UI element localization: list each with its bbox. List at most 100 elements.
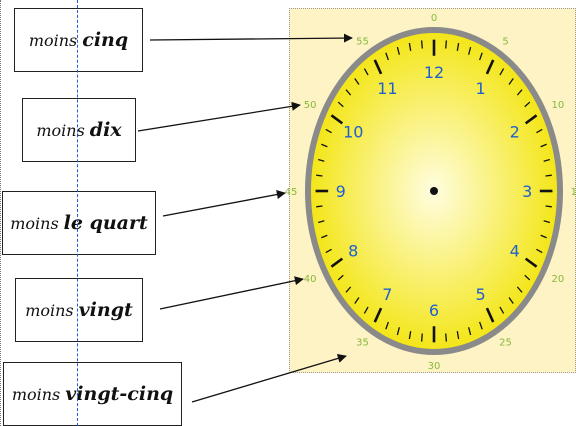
minute-tick	[420, 40, 423, 49]
minute-tick	[456, 42, 460, 51]
minute-tick	[396, 46, 400, 55]
label-moins-le-quart: moins le quart	[2, 191, 156, 255]
hour-tick	[524, 114, 538, 125]
hour-tick	[330, 257, 344, 268]
minute-tick	[445, 40, 448, 49]
minute-tick	[316, 174, 323, 177]
label-word: vingt	[78, 299, 133, 321]
minute-tick	[385, 52, 390, 61]
minute-tick	[545, 205, 552, 208]
minute-tick	[317, 220, 325, 224]
hour-number: 8	[348, 242, 358, 261]
minute-tick	[508, 297, 514, 304]
minute-tick	[516, 286, 523, 293]
label-moins-vingt: moins vingt	[15, 278, 143, 342]
hour-number: 9	[336, 182, 346, 201]
arrow-to-35	[191, 353, 347, 403]
minute-tick	[456, 331, 460, 340]
blue-dashed-guide	[77, 0, 78, 426]
minute-tick	[508, 78, 514, 85]
hour-number: 4	[510, 242, 520, 261]
minute-number: 10	[551, 100, 564, 111]
minute-tick	[316, 205, 323, 208]
minute-tick	[540, 234, 547, 239]
minute-tick	[516, 89, 523, 96]
minute-tick	[499, 306, 505, 314]
minute-tick	[478, 52, 483, 61]
label-prefix: moins	[11, 384, 61, 404]
minute-tick	[325, 128, 332, 134]
minute-tick	[536, 248, 543, 254]
minute-tick	[543, 158, 551, 162]
hour-number: 6	[429, 301, 439, 320]
label-word: le quart	[63, 212, 148, 234]
hour-number: 5	[476, 285, 486, 304]
minute-number: 40	[304, 274, 317, 285]
hour-tick	[524, 257, 538, 268]
minute-tick	[317, 158, 325, 162]
minute-tick	[321, 234, 328, 239]
minute-tick	[408, 42, 412, 51]
minute-tick	[499, 68, 505, 76]
label-moins-cinq: moins cinq	[14, 8, 143, 72]
minute-tick	[524, 274, 531, 281]
minute-tick	[420, 333, 423, 342]
hour-number: 7	[382, 285, 392, 304]
hour-tick	[485, 59, 495, 75]
hour-tick	[373, 307, 383, 323]
hour-tick	[373, 59, 383, 75]
hour-tick	[330, 114, 344, 125]
hour-number: 10	[343, 122, 363, 141]
minute-tick	[345, 286, 352, 293]
minute-number: 15	[571, 187, 576, 198]
minute-number: 30	[428, 361, 441, 372]
hour-number: 1	[476, 79, 486, 98]
minute-tick	[468, 46, 472, 55]
minute-tick	[536, 128, 543, 134]
minute-tick	[468, 327, 472, 336]
minute-tick	[543, 220, 551, 224]
hour-number: 2	[510, 122, 520, 141]
minute-tick	[321, 143, 328, 148]
arrow-to-55	[149, 33, 353, 43]
minute-tick	[408, 331, 412, 340]
label-word: dix	[89, 119, 122, 141]
arrow-to-45	[162, 190, 286, 217]
minute-tick	[545, 174, 552, 177]
minute-number: 20	[551, 274, 564, 285]
label-moins-dix: moins dix	[22, 98, 136, 162]
hour-number: 11	[377, 79, 397, 98]
label-word: cinq	[82, 29, 129, 51]
arrow-to-50	[137, 101, 301, 132]
arrow-to-40	[159, 276, 304, 310]
minute-tick	[337, 274, 344, 281]
label-moins-vingt-cinq: moins vingt-cinq	[3, 362, 182, 426]
minute-tick	[524, 101, 531, 108]
hour-number: 3	[522, 182, 532, 201]
minute-tick	[363, 306, 369, 314]
label-prefix: moins	[36, 120, 85, 140]
label-prefix: moins	[10, 213, 59, 233]
minute-tick	[385, 321, 390, 330]
minute-number: 35	[356, 338, 369, 349]
minute-tick	[325, 248, 332, 254]
clock-center-dot	[430, 187, 438, 195]
hour-number: 12	[424, 63, 444, 82]
minute-tick	[396, 327, 400, 336]
minute-number: 5	[502, 36, 508, 47]
minute-number: 55	[356, 36, 369, 47]
left-dotted-guide	[0, 0, 3, 426]
minute-tick	[354, 297, 360, 304]
minute-tick	[354, 78, 360, 85]
minute-number: 25	[499, 338, 512, 349]
minute-tick	[337, 101, 344, 108]
minute-tick	[445, 333, 448, 342]
minute-number: 45	[285, 187, 298, 198]
label-prefix: moins	[25, 300, 74, 320]
label-word: vingt-cinq	[65, 383, 174, 405]
label-prefix: moins	[28, 30, 78, 50]
minute-tick	[345, 89, 352, 96]
minute-number: 0	[431, 13, 437, 24]
minute-tick	[540, 143, 547, 148]
